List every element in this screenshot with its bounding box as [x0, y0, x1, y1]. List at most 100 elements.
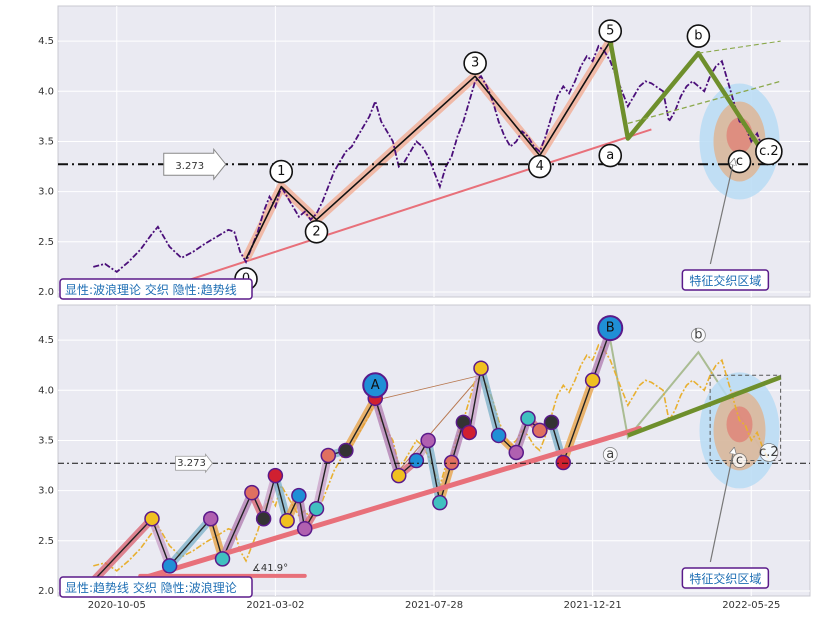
bottom-ytick-label: 3.5 — [38, 435, 54, 446]
top-reference-arrow — [163, 147, 227, 181]
bottom-pivot-marker — [584, 372, 601, 389]
bottom-pivot-marker — [555, 454, 571, 471]
bottom-pivot-marker — [473, 360, 489, 376]
top-wave-label-c-marker — [727, 149, 752, 174]
bottom-pivot-marker — [308, 500, 325, 517]
top-wave-label-2: 2 — [312, 224, 320, 239]
bottom-pivot-marker — [432, 494, 448, 511]
bottom-pivot-marker — [391, 467, 407, 484]
top-ytick-label: 2.0 — [38, 287, 54, 298]
top-note-box — [681, 269, 770, 291]
bottom-xtick-label: 2022-05-25 — [722, 600, 780, 611]
bottom-zone-core — [726, 406, 753, 443]
top-wave-label-1-marker — [269, 159, 294, 184]
top-ytick-label: 2.5 — [38, 237, 54, 248]
bottom-ytick-label: 2.5 — [38, 536, 54, 547]
top-note-label: 特征交织区域 — [689, 273, 761, 288]
top-wave-label-c-2: c.2 — [759, 144, 779, 159]
bottom-pivot-marker — [508, 444, 524, 461]
bottom-wave-label-B-marker — [597, 315, 624, 342]
top-wave-label-c: c — [736, 154, 743, 169]
bottom-ghost-label-c-marker — [732, 453, 747, 468]
bottom-pivot-marker — [520, 410, 536, 427]
top-ytick-label: 3.5 — [38, 136, 54, 147]
top-wave-label-4: 4 — [536, 159, 544, 174]
top-wave-impulse — [245, 40, 611, 260]
bottom-ghost-label-a: a — [606, 447, 614, 462]
bottom-ytick-label: 4.5 — [38, 335, 54, 346]
top-wave-label-5-marker — [598, 19, 623, 43]
bottom-pivot-marker — [161, 558, 178, 574]
bottom-ghost-label-c: c — [736, 453, 743, 468]
top-panel: 2.02.53.03.54.04.53.273012345abcc.2特征交织区… — [38, 5, 811, 300]
bottom-xtick-label: 2021-12-21 — [564, 600, 622, 611]
top-wave-label-a: a — [606, 148, 614, 163]
top-wave-label-b-marker — [686, 24, 711, 48]
bottom-xtick-label: 2021-03-02 — [246, 600, 304, 611]
bottom-ytick-label: 3.0 — [38, 486, 54, 497]
bottom-ytick-label: 2.0 — [38, 586, 54, 597]
bottom-note-label: 特征交织区域 — [689, 571, 761, 586]
bottom-ghost-label-c-2: c.2 — [759, 445, 779, 460]
top-note-arrow — [709, 162, 733, 265]
bottom-ghost-label-b-marker — [690, 327, 706, 343]
top-trendline — [151, 128, 652, 293]
bottom-xtick-label: 2020-10-05 — [88, 600, 146, 611]
top-ytick-label: 4.0 — [38, 86, 54, 97]
top-channel-line — [627, 80, 781, 125]
top-wave-label-2-marker — [304, 219, 329, 244]
top-wave-label-a-marker — [598, 143, 623, 168]
bottom-pivot-marker — [532, 422, 548, 439]
bottom-ghost-label-c-2-marker — [759, 443, 779, 462]
bottom-wave-label-A-marker — [362, 372, 389, 399]
bottom-pivot-marker — [408, 452, 425, 469]
bottom-panel: 2.0 2.5 3.0 3.5 4.0 4.5 2020-10-05 2021-03-02 20… — [38, 304, 811, 611]
top-info-label-box — [59, 278, 253, 300]
bottom-pivot-marker — [203, 510, 219, 527]
top-wave-label-b: b — [694, 29, 702, 44]
bottom-xtick-label: 2021-07-28 — [405, 600, 463, 611]
top-wave-label-5: 5 — [606, 24, 614, 39]
bottom-pivot-marker — [255, 510, 272, 527]
bottom-wave-label-B: B — [606, 321, 615, 336]
bottom-pivot-marker — [291, 487, 307, 504]
top-wave-label-3: 3 — [471, 56, 479, 71]
top-wave-label-c-2-marker — [755, 137, 783, 166]
top-price-line — [93, 44, 770, 274]
top-ytick-label: 3.0 — [38, 187, 54, 198]
top-reference-label: 3.273 — [175, 161, 204, 172]
bottom-angle-label: ∡41.9° — [252, 563, 288, 574]
top-ytick-label: 4.5 — [38, 36, 54, 47]
bottom-pivot-marker — [443, 454, 460, 471]
top-wave-correction — [608, 40, 771, 163]
bottom-note-box — [681, 567, 770, 589]
bottom-ghost-label-b: b — [694, 328, 702, 343]
top-wave-label-4-marker — [527, 154, 552, 179]
bottom-pivot-marker — [490, 427, 507, 444]
bottom-pivot-marker — [338, 442, 354, 459]
bottom-note-arrow — [709, 451, 733, 563]
bottom-pivot-marker — [267, 467, 284, 484]
bottom-ghost-label-a-marker — [602, 447, 618, 462]
bottom-info-label: 显性:趋势线 交织 隐性:波浪理论 — [65, 580, 237, 595]
top-info-label: 显性:波浪理论 交织 隐性:趋势线 — [65, 282, 237, 297]
bottom-pivot-marker — [297, 521, 313, 537]
bottom-pivot-marker — [279, 512, 295, 529]
bottom-reference-arrow — [175, 453, 214, 474]
bottom-pivot-marker — [543, 414, 560, 431]
bottom-envelope-line-2 — [375, 374, 482, 401]
bottom-pivot-marker — [214, 551, 231, 567]
top-wave-label-3-marker — [463, 51, 487, 75]
bottom-pivot-marker — [320, 447, 336, 464]
bottom-pivot-marker — [144, 510, 160, 527]
bottom-reference-label: 3.273 — [177, 458, 206, 469]
bottom-pivot-marker — [461, 424, 477, 441]
bottom-wave-label-A: A — [371, 378, 380, 393]
top-wave-label-1: 1 — [277, 164, 285, 179]
bottom-trend-ghost — [627, 375, 782, 438]
bottom-info-label-box — [59, 576, 253, 598]
bottom-ytick-label: 4.0 — [38, 385, 54, 396]
bottom-pivot-marker — [420, 432, 436, 449]
bottom-pivot-marker — [244, 484, 260, 501]
